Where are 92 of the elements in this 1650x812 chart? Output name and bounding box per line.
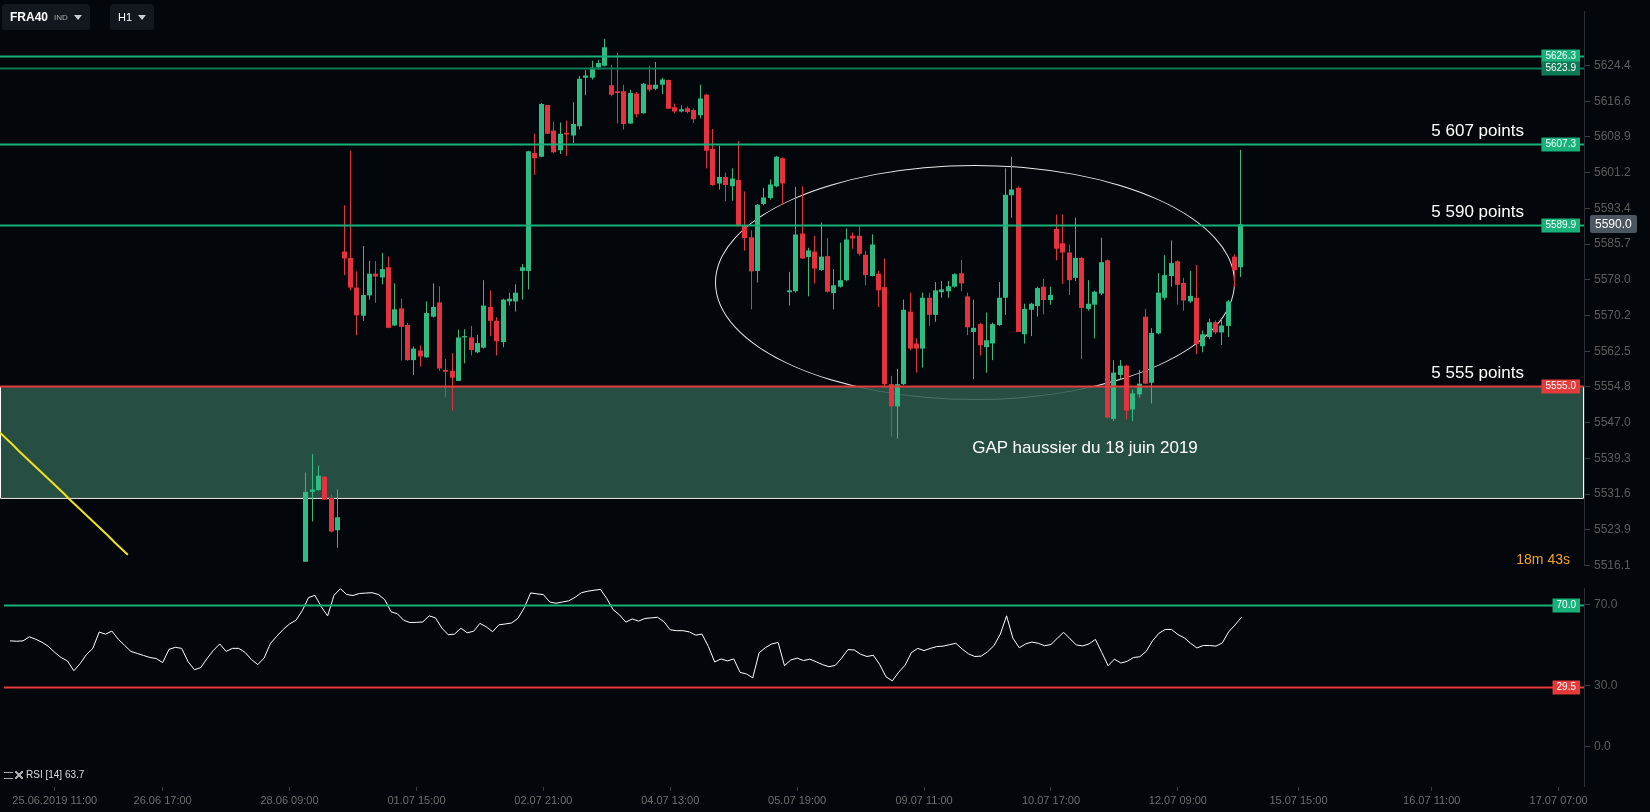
candlestick xyxy=(1219,318,1224,346)
candlestick xyxy=(1048,286,1053,306)
candlestick xyxy=(564,120,569,157)
candlestick xyxy=(730,167,735,202)
ref-line-label: 5626.3 xyxy=(1545,50,1577,62)
y-tick-label: 5624.4 xyxy=(1594,57,1632,72)
x-tick-label: 12.07 09:00 xyxy=(1148,794,1207,807)
candlestick xyxy=(717,145,722,191)
y-tick-label: 5554.8 xyxy=(1594,379,1632,394)
candlestick xyxy=(1130,389,1135,422)
x-tick-label: 02.07 21:00 xyxy=(514,794,573,807)
x-tick-label: 26.06 17:00 xyxy=(133,794,192,807)
candlestick xyxy=(367,260,372,301)
text: 5590.0 xyxy=(1590,215,1637,234)
y-tick-label: 5539.3 xyxy=(1594,450,1632,465)
ref-line-label: 5555.0 xyxy=(1545,380,1577,392)
candlestick xyxy=(819,221,824,272)
candlestick xyxy=(863,250,868,286)
y-tick-label: 5531.6 xyxy=(1594,486,1632,501)
candlestick xyxy=(1041,278,1046,315)
candlestick xyxy=(927,292,932,327)
candlestick xyxy=(1118,359,1123,381)
band-label: GAP haussier du 18 juin 2019 xyxy=(972,437,1198,457)
x-tick-label: 05.07 19:00 xyxy=(768,794,827,807)
x-tick-label: 15.07 15:00 xyxy=(1269,794,1328,807)
candlestick xyxy=(532,133,537,176)
candlestick xyxy=(647,65,652,93)
ref-line-label: 5607.3 xyxy=(1545,138,1577,150)
candlestick xyxy=(971,299,976,380)
candlestick xyxy=(959,259,964,292)
x-tick-label: 25.06.2019 11:00 xyxy=(12,794,98,807)
ref-line-label: 5589.9 xyxy=(1545,219,1577,231)
candlestick xyxy=(812,235,817,284)
candlestick xyxy=(831,268,836,310)
candlestick xyxy=(494,316,499,357)
candlestick xyxy=(838,242,843,289)
candlestick xyxy=(1073,217,1078,282)
candlestick xyxy=(583,69,588,96)
x-tick-label: 01.07 15:00 xyxy=(387,794,446,807)
annotation: 5 555 points xyxy=(1431,363,1524,383)
candlestick xyxy=(698,84,703,119)
text: RSI [14] 63.7 xyxy=(26,769,85,780)
candlestick xyxy=(418,344,423,368)
y-tick-label: 5608.9 xyxy=(1594,129,1632,144)
candlestick xyxy=(1207,318,1212,340)
x-tick-label: 28.06 09:00 xyxy=(260,794,319,807)
chart-title: FRA40 xyxy=(10,10,49,24)
x-tick-label: 04.07 13:00 xyxy=(641,794,700,807)
candlestick xyxy=(1232,253,1237,288)
y-tick-label: 5593.4 xyxy=(1594,200,1632,215)
x-tick-label: 16.07 11:00 xyxy=(1403,794,1461,807)
x-tick-label: 10.07 17:00 xyxy=(1021,794,1081,807)
candlestick xyxy=(978,322,983,357)
y-tick-label: 30.0 xyxy=(1594,678,1618,693)
annotation: 5 607 points xyxy=(1431,121,1524,141)
candlestick xyxy=(335,489,340,549)
y-tick-label: 5578.0 xyxy=(1594,272,1632,287)
y-tick-label: 5523.9 xyxy=(1594,522,1632,537)
y-tick-label: 70.0 xyxy=(1594,596,1618,611)
candlestick xyxy=(723,172,728,202)
candlestick xyxy=(1169,239,1174,288)
candlestick xyxy=(411,345,416,376)
annotation: H1 xyxy=(118,11,133,23)
candlestick xyxy=(634,91,639,118)
annotation: 5 590 points xyxy=(1431,201,1524,221)
candlestick xyxy=(469,325,474,357)
y-tick-label: 5562.5 xyxy=(1594,343,1632,358)
ref-line-label: 5623.9 xyxy=(1545,62,1577,74)
y-tick-label: 0.0 xyxy=(1594,739,1612,754)
candlestick xyxy=(895,368,900,440)
candlestick xyxy=(361,245,366,322)
candlestick xyxy=(392,282,397,327)
candlestick xyxy=(806,247,811,297)
y-tick-label: 5516.1 xyxy=(1594,558,1632,573)
candlestick xyxy=(431,282,436,319)
chart-subtitle: IND xyxy=(54,12,68,22)
y-tick-label: 5601.2 xyxy=(1594,164,1632,179)
y-tick-label: 5616.6 xyxy=(1594,93,1632,108)
candlestick xyxy=(857,226,862,257)
candlestick xyxy=(1200,330,1205,353)
y-tick-label: 5547.0 xyxy=(1594,415,1632,430)
y-tick-label: 5570.2 xyxy=(1594,308,1632,323)
candlestick xyxy=(316,465,321,492)
candlestick xyxy=(380,252,385,285)
y-tick-label: 5585.7 xyxy=(1594,236,1632,251)
ref-line-label: 29.5 xyxy=(1556,681,1577,693)
ref-line-label: 70.0 xyxy=(1556,599,1577,611)
candlestick xyxy=(653,61,658,91)
annotation: 18m 43s xyxy=(1516,551,1570,567)
x-tick-label: 17.07 07:00 xyxy=(1529,794,1588,807)
x-tick-label: 09.07 11:00 xyxy=(895,794,953,807)
candlestick xyxy=(488,289,493,337)
